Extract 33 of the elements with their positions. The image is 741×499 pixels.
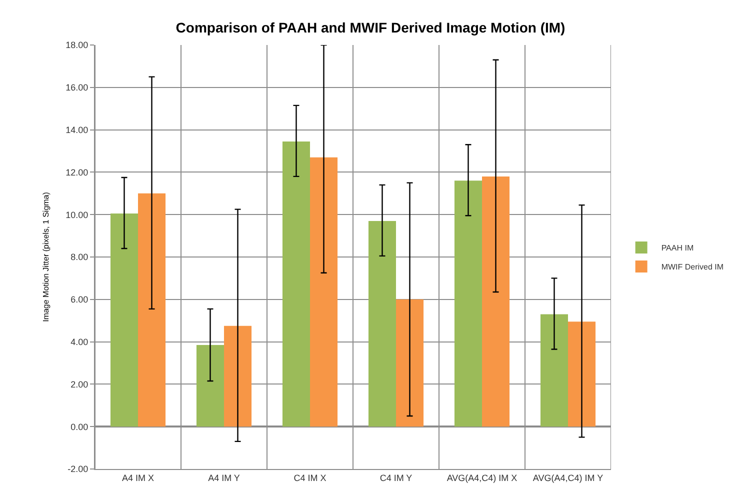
y-tick-label: 18.00 [66,40,88,50]
y-tick-label: 0.00 [70,422,88,432]
bar [540,314,568,427]
y-tick-label: 6.00 [70,294,88,305]
bar [138,193,166,427]
y-tick-label: 16.00 [66,82,88,93]
legend-label: PAAH IM [661,244,694,253]
x-tick-label: C4 IM Y [380,472,412,483]
x-tick-label: A4 IM X [122,472,154,483]
x-tick-label: AVG(A4,C4) IM X [446,472,518,483]
bar [454,180,482,427]
bar [568,322,596,427]
y-tick-label: 12.00 [66,167,88,178]
bar [310,157,338,427]
x-tick-label: A4 IM Y [208,472,240,483]
y-tick-label: 2.00 [70,379,88,390]
y-tick-label: 8.00 [70,252,88,262]
bar [224,326,252,427]
y-axis-title: Image Motion Jitter (pixels, 1 Sigma) [41,192,50,322]
x-tick-label: AVG(A4,C4) IM Y [532,472,604,483]
bar [196,344,224,427]
y-tick-label: -2.00 [68,464,88,474]
x-tick-label: C4 IM X [294,472,326,483]
bar [396,299,424,427]
chart-title: Comparison of PAAH and MWIF Derived Image Motion (IM) [176,19,566,36]
y-tick-label: 4.00 [70,336,88,347]
bar [368,220,396,427]
bar [282,141,310,427]
bar [110,214,138,427]
y-tick-label: 10.00 [66,210,88,220]
legend-label: MWIF Derived IM [661,262,724,272]
y-tick-label: 14.00 [66,124,88,135]
bar [482,176,510,427]
